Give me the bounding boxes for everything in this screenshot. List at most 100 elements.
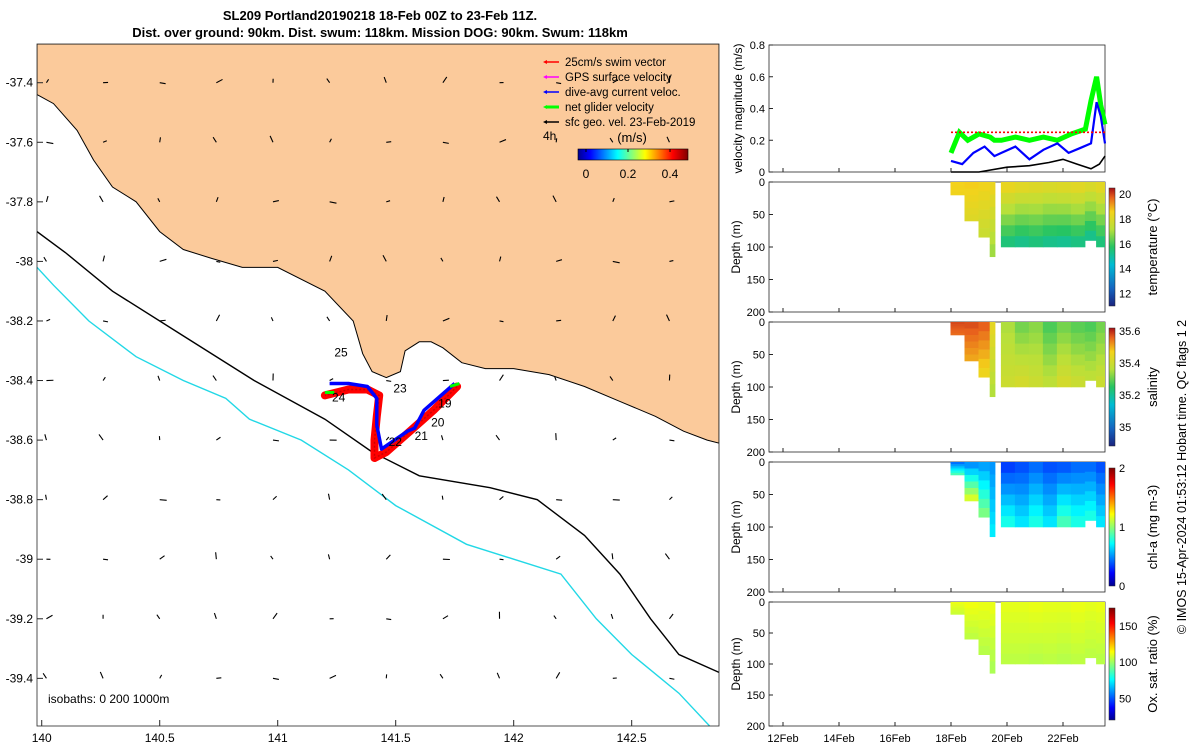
colorbar-tick-label: 18 [1119, 214, 1131, 226]
geo-vel-arrow [386, 618, 392, 621]
geo-vel-arrow [609, 376, 614, 381]
heatmap-cell [1070, 192, 1086, 204]
geo-vel-arrow [329, 674, 337, 679]
heatmap-cell [978, 498, 991, 509]
heatmap-cell [1070, 494, 1086, 506]
heatmap-cell [1056, 322, 1072, 334]
heatmap-cell [1028, 354, 1044, 366]
heatmap-cell [964, 614, 979, 621]
heatmap-cell [1042, 182, 1058, 194]
heatmap-cell [1042, 343, 1058, 355]
colorbar-tick-label: 35.4 [1119, 358, 1140, 370]
geo-vel-arrow [46, 318, 51, 322]
heatmap-cell [1096, 653, 1105, 665]
time-tick-label: 16Feb [879, 733, 910, 745]
heatmap-cell [950, 604, 965, 607]
heatmap-cell [1000, 225, 1016, 237]
day-label: 21 [415, 429, 429, 443]
geo-vel-arrow [442, 141, 449, 144]
heatmap-cell [1042, 376, 1058, 388]
heatmap-cell [989, 625, 996, 638]
heatmap-cell [1028, 182, 1044, 194]
time-axis: 12Feb 14Feb 16Feb 18Feb 20Feb 22Feb [767, 168, 1079, 745]
heatmap-cell [978, 209, 991, 220]
heatmap-cell [1042, 653, 1058, 665]
heatmap-cell [964, 348, 979, 355]
heatmap-cell [1014, 622, 1030, 634]
velocity-y-tick-label: 0.6 [750, 72, 765, 84]
heatmap-cell [1000, 322, 1016, 334]
heatmap-cell [989, 486, 996, 500]
depth-axis-label: Depth (m) [729, 360, 743, 413]
geo-vel-arrow [610, 613, 614, 619]
salinity-panel: 0 50 100 150 200 Depth (m) 35 35.2 35.4 35.6 salin… [729, 317, 1160, 459]
heatmap-cell [1084, 322, 1097, 333]
time-tick-label: 14Feb [823, 733, 854, 745]
heatmap-cell [950, 470, 965, 474]
geo-vel-arrow [45, 79, 50, 84]
colorbar-tick-label: 20 [1119, 189, 1131, 201]
geo-vel-arrow [157, 375, 161, 381]
heatmap-cell [1084, 648, 1097, 659]
legend-arrowhead [543, 60, 547, 64]
heatmap-cell [989, 346, 996, 360]
heatmap-cell [1042, 622, 1058, 634]
colorbar-axis-label: Ox. sat. ratio (%) [1145, 615, 1160, 713]
depth-axis-label: Depth (m) [729, 637, 743, 690]
heatmap-cell [1042, 236, 1058, 248]
heatmap-cell [1028, 516, 1044, 528]
heatmap-cell [1070, 332, 1086, 344]
geo-vel-arrow [495, 434, 500, 441]
heatmap-cell [1042, 643, 1058, 654]
heatmap-cell [978, 637, 991, 647]
heatmap-cell [1084, 182, 1097, 193]
heatmap-cell [964, 494, 979, 502]
heatmap-cell [1096, 643, 1105, 654]
heatmap-cell [989, 661, 996, 674]
day-label: 20 [431, 416, 445, 430]
heatmap-cell [1070, 225, 1086, 237]
heatmap-cell [1056, 612, 1072, 623]
heatmap-cell [989, 334, 996, 348]
map-x-tick-label: 141.5 [381, 731, 411, 745]
geo-vel-arrow [556, 82, 562, 85]
map-y-tick-label: -38.8 [6, 493, 34, 507]
heatmap-cell [1000, 365, 1016, 377]
heatmap-cell [1028, 343, 1044, 355]
heatmap-cell [978, 602, 991, 612]
heatmap-cell [964, 354, 979, 362]
heatmap-cell [1084, 510, 1097, 521]
geo-vel-arrow [439, 673, 444, 679]
depth-tick-label: 100 [747, 242, 765, 254]
geo-vel-arrow [102, 495, 108, 501]
heatmap-cell [1042, 225, 1058, 237]
heatmap-cell [1042, 203, 1058, 215]
heatmap-cell [1042, 365, 1058, 377]
heatmap-cell [1014, 365, 1030, 377]
heatmap-cell [989, 637, 996, 650]
heatmap-cell [1056, 494, 1072, 506]
heatmap-cell [1096, 343, 1105, 355]
heatmap-cell [1014, 462, 1030, 474]
heatmap-cell [1042, 192, 1058, 204]
velocity-series-line [951, 155, 1106, 173]
legend-label: dive-avg current veloc. [565, 87, 681, 99]
geo-vel-arrow [612, 437, 617, 441]
heatmap-cell [1070, 472, 1086, 484]
heatmap-cell [1028, 365, 1044, 377]
geo-vel-arrow [216, 436, 221, 441]
heatmap-cell [1014, 332, 1030, 344]
heatmap-cell [950, 322, 965, 325]
heatmap-cell [1096, 494, 1105, 506]
isobath-label: isobaths: 0 200 1000m [48, 692, 169, 706]
heatmap-cell [1042, 494, 1058, 506]
heatmap-cell [964, 328, 979, 336]
heatmap-cell [950, 464, 965, 467]
geo-vel-arrow [499, 374, 504, 381]
geo-vel-arrow [496, 672, 501, 679]
heatmap-cell [1070, 376, 1086, 388]
velocity-y-tick-label: 0.8 [750, 40, 765, 52]
geo-vel-arrow [499, 256, 502, 262]
colorbar-tick-label: 1 [1119, 522, 1125, 534]
